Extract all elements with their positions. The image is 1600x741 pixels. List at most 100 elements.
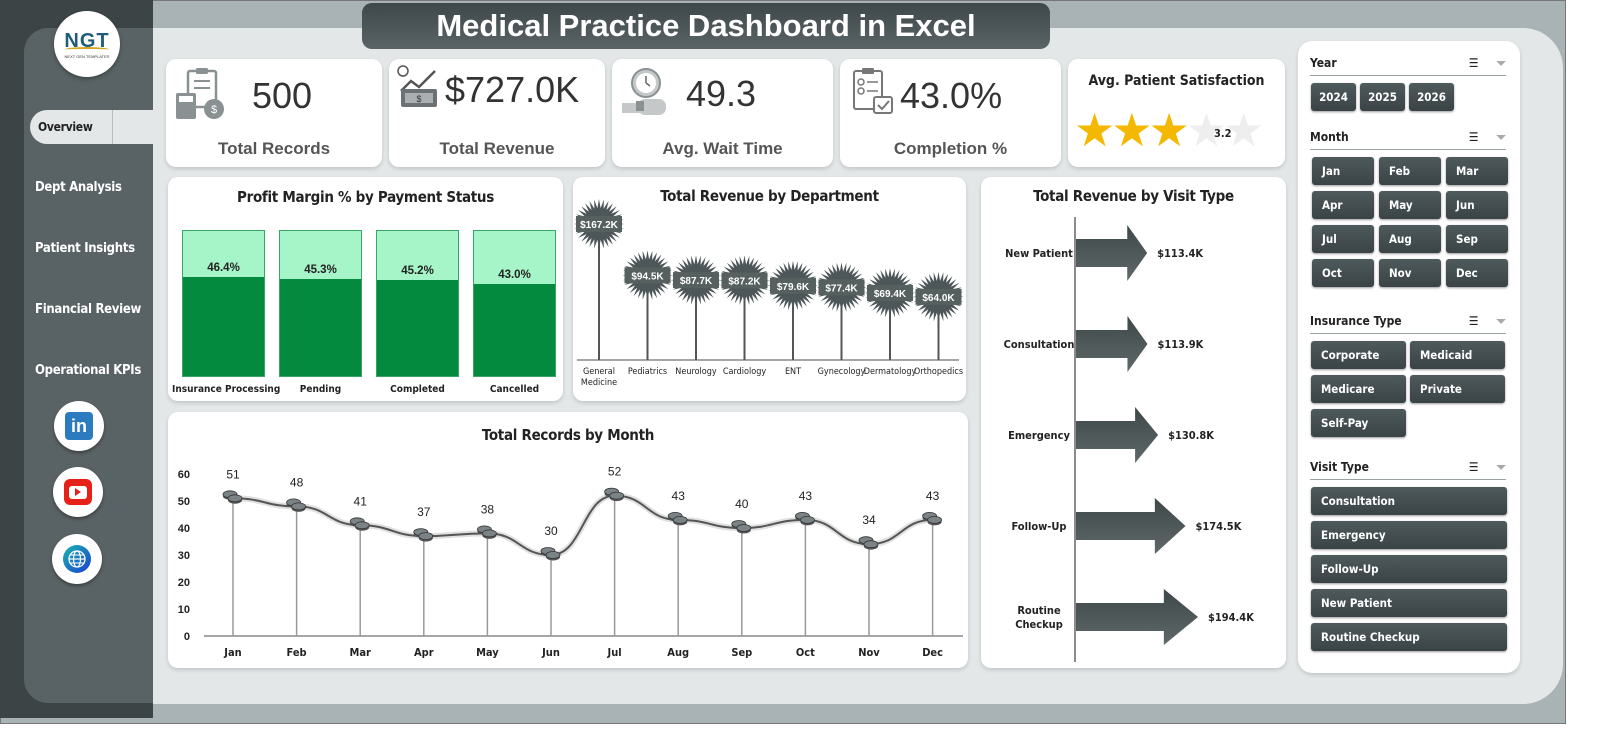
website-button[interactable] — [52, 534, 102, 584]
insurance-button[interactable]: Corporate — [1311, 341, 1406, 369]
svg-text:43: 43 — [799, 489, 813, 503]
svg-text:$77.4K: $77.4K — [825, 283, 858, 294]
svg-text:20: 20 — [178, 577, 190, 589]
svg-text:Checkup: Checkup — [1015, 618, 1063, 631]
bar[interactable]: 45.2% — [376, 230, 459, 377]
kpi-label: Avg. Patient Satisfaction — [1088, 73, 1265, 89]
clipboard-calculator-icon: $ — [176, 68, 224, 119]
svg-text:Medicine: Medicine — [581, 378, 617, 388]
star-icon: ★ — [1148, 104, 1190, 156]
star-icon: ★ — [1185, 104, 1227, 156]
insurance-button[interactable]: Medicaid — [1410, 341, 1505, 369]
clear-filter-icon[interactable]: ⏷ — [1496, 314, 1506, 328]
svg-text:43: 43 — [672, 489, 686, 503]
logo-text: NGT — [64, 29, 110, 52]
month-slicer-header: Month ☰ ⏷ — [1310, 128, 1506, 150]
month-button-sep[interactable]: Sep — [1446, 225, 1508, 253]
linkedin-icon: in — [65, 412, 93, 440]
chart-title: Profit Margin % by Payment Status — [237, 188, 494, 206]
kpi-value: $727.0K — [445, 69, 580, 110]
checklist-icon — [853, 68, 893, 114]
nav-overview[interactable]: Overview — [30, 110, 153, 144]
youtube-button[interactable] — [53, 467, 103, 517]
visit-type-button[interactable]: Consultation — [1311, 487, 1507, 515]
svg-text:Aug: Aug — [667, 646, 689, 659]
logo: NGT NEXT GEN TEMPLATES — [54, 11, 120, 77]
star-icon: ★ — [1223, 104, 1264, 156]
kpi-total-records: $ 500 Total Records — [166, 59, 382, 167]
svg-text:50: 50 — [178, 496, 190, 508]
svg-text:$: $ — [211, 104, 217, 116]
month-button-dec[interactable]: Dec — [1446, 259, 1508, 287]
bar[interactable]: 43.0% — [473, 230, 556, 377]
kpi-avg-wait-time: 49.3 Avg. Wait Time — [612, 59, 833, 167]
month-button-feb[interactable]: Feb — [1379, 157, 1441, 185]
data-label: 46.4% — [207, 262, 240, 275]
month-button-aug[interactable]: Aug — [1379, 225, 1441, 253]
slicer-icons: ☰ ⏷ — [1469, 312, 1506, 329]
kpi-patient-satisfaction: Avg. Patient Satisfaction ★★★★★ 3.2 — [1068, 59, 1285, 167]
category-label: Completed — [390, 384, 445, 395]
svg-text:30: 30 — [544, 524, 558, 538]
kpi-value: 49.3 — [686, 73, 757, 114]
svg-text:0: 0 — [184, 631, 190, 643]
visit-type-button[interactable]: New Patient — [1311, 589, 1507, 617]
svg-text:Neurology: Neurology — [675, 367, 717, 377]
logo-swoosh — [65, 46, 109, 52]
svg-text:Gynecology: Gynecology — [818, 367, 866, 377]
data-label: 43.0% — [498, 269, 531, 282]
nav-dept-analysis[interactable]: Dept Analysis — [35, 180, 122, 195]
svg-text:$194.4K: $194.4K — [1208, 611, 1254, 624]
svg-text:Jun: Jun — [541, 646, 560, 659]
month-button-nov[interactable]: Nov — [1379, 259, 1441, 287]
linkedin-button[interactable]: in — [54, 401, 104, 451]
nav-financial-review[interactable]: Financial Review — [35, 302, 141, 317]
month-button-jan[interactable]: Jan — [1312, 157, 1374, 185]
svg-text:43: 43 — [926, 489, 940, 503]
insurance-button[interactable]: Private Insur... — [1410, 375, 1505, 424]
visit-type-button[interactable]: Routine Checkup — [1311, 623, 1507, 651]
multi-select-icon[interactable]: ☰ — [1468, 460, 1479, 474]
svg-text:New Patient: New Patient — [1005, 247, 1073, 260]
month-button-apr[interactable]: Apr — [1312, 191, 1374, 219]
svg-text:Apr: Apr — [414, 646, 434, 659]
clear-filter-icon[interactable]: ⏷ — [1496, 460, 1506, 474]
kpi-value: 43.0% — [900, 75, 1003, 116]
svg-text:$69.4K: $69.4K — [874, 289, 907, 300]
data-label: 45.2% — [401, 264, 434, 277]
slicer-icons: ☰ ⏷ — [1469, 54, 1506, 71]
nav-operational-kpis[interactable]: Operational KPIs — [35, 363, 141, 378]
multi-select-icon[interactable]: ☰ — [1468, 314, 1479, 328]
year-button-2026[interactable]: 2026 — [1409, 83, 1454, 111]
multi-select-icon[interactable]: ☰ — [1468, 56, 1479, 70]
svg-text:Dec: Dec — [922, 646, 943, 659]
svg-text:ENT: ENT — [785, 367, 801, 377]
month-button-mar[interactable]: Mar — [1446, 157, 1508, 185]
svg-text:30: 30 — [178, 550, 190, 562]
nav-patient-insights[interactable]: Patient Insights — [35, 241, 135, 256]
kpi-label: Total Revenue — [439, 139, 555, 158]
insurance-button[interactable]: Medicare — [1311, 375, 1406, 403]
clear-filter-icon[interactable]: ⏷ — [1496, 130, 1506, 144]
visit-type-button[interactable]: Emergency — [1311, 521, 1507, 549]
month-button-jul[interactable]: Jul — [1312, 225, 1374, 253]
month-plot: 0 10 20 30 40 50 60 51 Jan 48 Feb 41 Mar 37 Apr 38 May 30… — [178, 465, 963, 659]
svg-text:37: 37 — [417, 505, 431, 519]
year-slicer-header: Year ☰ ⏷ — [1310, 54, 1506, 76]
bar[interactable]: 46.4% — [182, 230, 265, 377]
bar[interactable]: 45.3% — [279, 230, 362, 377]
clear-filter-icon[interactable]: ⏷ — [1496, 56, 1506, 70]
kpi-value: 500 — [252, 75, 313, 116]
year-button-2024[interactable]: 2024 — [1311, 83, 1356, 111]
insurance-button[interactable]: Self-Pay — [1311, 409, 1406, 437]
money-growth-icon: $ — [397, 65, 437, 107]
svg-text:General: General — [583, 367, 615, 377]
month-button-jun[interactable]: Jun — [1446, 191, 1508, 219]
svg-text:Consultation: Consultation — [1004, 338, 1075, 351]
month-button-may[interactable]: May — [1379, 191, 1441, 219]
year-button-2025[interactable]: 2025 — [1360, 83, 1405, 111]
month-button-oct[interactable]: Oct — [1312, 259, 1374, 287]
multi-select-icon[interactable]: ☰ — [1468, 130, 1479, 144]
visit-type-button[interactable]: Follow-Up — [1311, 555, 1507, 583]
svg-text:Dermatology: Dermatology — [864, 367, 917, 377]
